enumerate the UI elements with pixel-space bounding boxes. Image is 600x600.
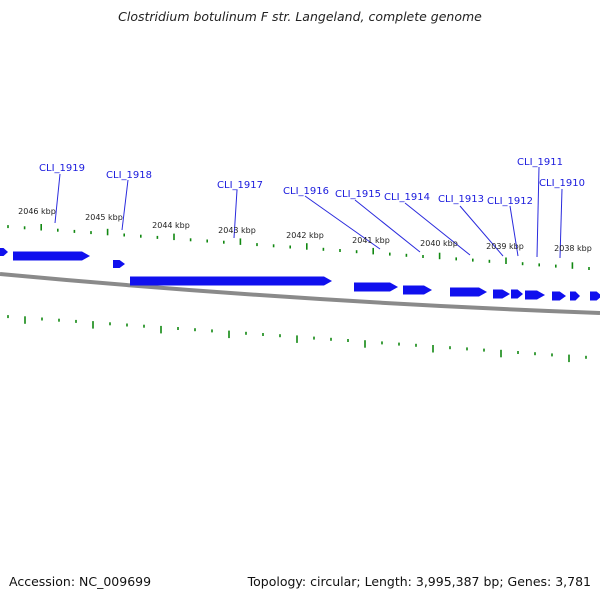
gene-label: CLI_1915 [335,189,381,200]
kbp-label: 2045 kbp [85,213,123,222]
gene-arrow [493,289,510,299]
gene-pointer-line [509,205,519,257]
kbp-label-track: 2046 kbp 2045 kbp 2044 kbp 2043 kbp 2042 kbp… [18,207,592,253]
gene-label-track: CLI_1919 CLI_1918 CLI_1917 CLI_1916 CLI_1915… [39,157,585,207]
gene-arrow [450,287,487,297]
gene-label: CLI_1916 [283,186,329,197]
gene-arrow [130,276,332,286]
backbone-line [0,272,600,315]
gene-label: CLI_1914 [384,192,430,203]
gene-pointer-lines [54,166,563,259]
gene-label: CLI_1913 [438,194,484,205]
gene-arrow [113,260,125,268]
kbp-label: 2040 kbp [420,239,458,248]
accession-text: Accession: NC_009699 [9,574,152,589]
gene-arrow [590,291,600,301]
gene-label: CLI_1911 [517,157,563,168]
gene-label: CLI_1919 [39,163,85,174]
genome-summary-text: Topology: circular; Length: 3,995,387 bp… [247,574,591,589]
kbp-label: 2044 kbp [152,221,190,230]
gene-track [0,248,600,301]
gene-pointer-line [404,202,471,256]
gene-label: CLI_1912 [487,196,533,207]
gene-arrow [354,282,398,292]
gene-arrow [403,285,432,295]
gene-pointer-line [536,166,540,258]
gene-pointer-line [559,188,563,259]
genome-backbone [0,272,600,315]
kbp-label: 2042 kbp [286,231,324,240]
kbp-label: 2039 kbp [486,242,524,251]
gene-arrow [525,290,545,300]
gene-pointer-line [233,189,238,239]
gene-arrow [570,291,580,301]
gene-pointer-line [354,199,421,253]
gene-arrow [13,251,90,261]
gene-pointer-line [459,205,504,257]
gene-pointer-line [54,173,61,224]
gene-label: CLI_1917 [217,180,263,191]
gene-arrow [0,248,8,256]
gene-arrow [552,291,566,301]
kbp-label: 2041 kbp [352,236,390,245]
gene-pointer-line [304,195,381,250]
kbp-label: 2043 kbp [218,226,256,235]
gene-label: CLI_1910 [539,178,585,189]
kbp-label: 2046 kbp [18,207,56,216]
gene-label: CLI_1918 [106,170,152,181]
gene-pointer-line [121,179,129,231]
inner-tick-track [7,315,587,363]
map-title: Clostridium botulinum F str. Langeland, … [118,9,482,24]
kbp-label: 2038 kbp [554,244,592,253]
gene-arrow [511,289,523,299]
outer-tick-track [7,224,590,270]
